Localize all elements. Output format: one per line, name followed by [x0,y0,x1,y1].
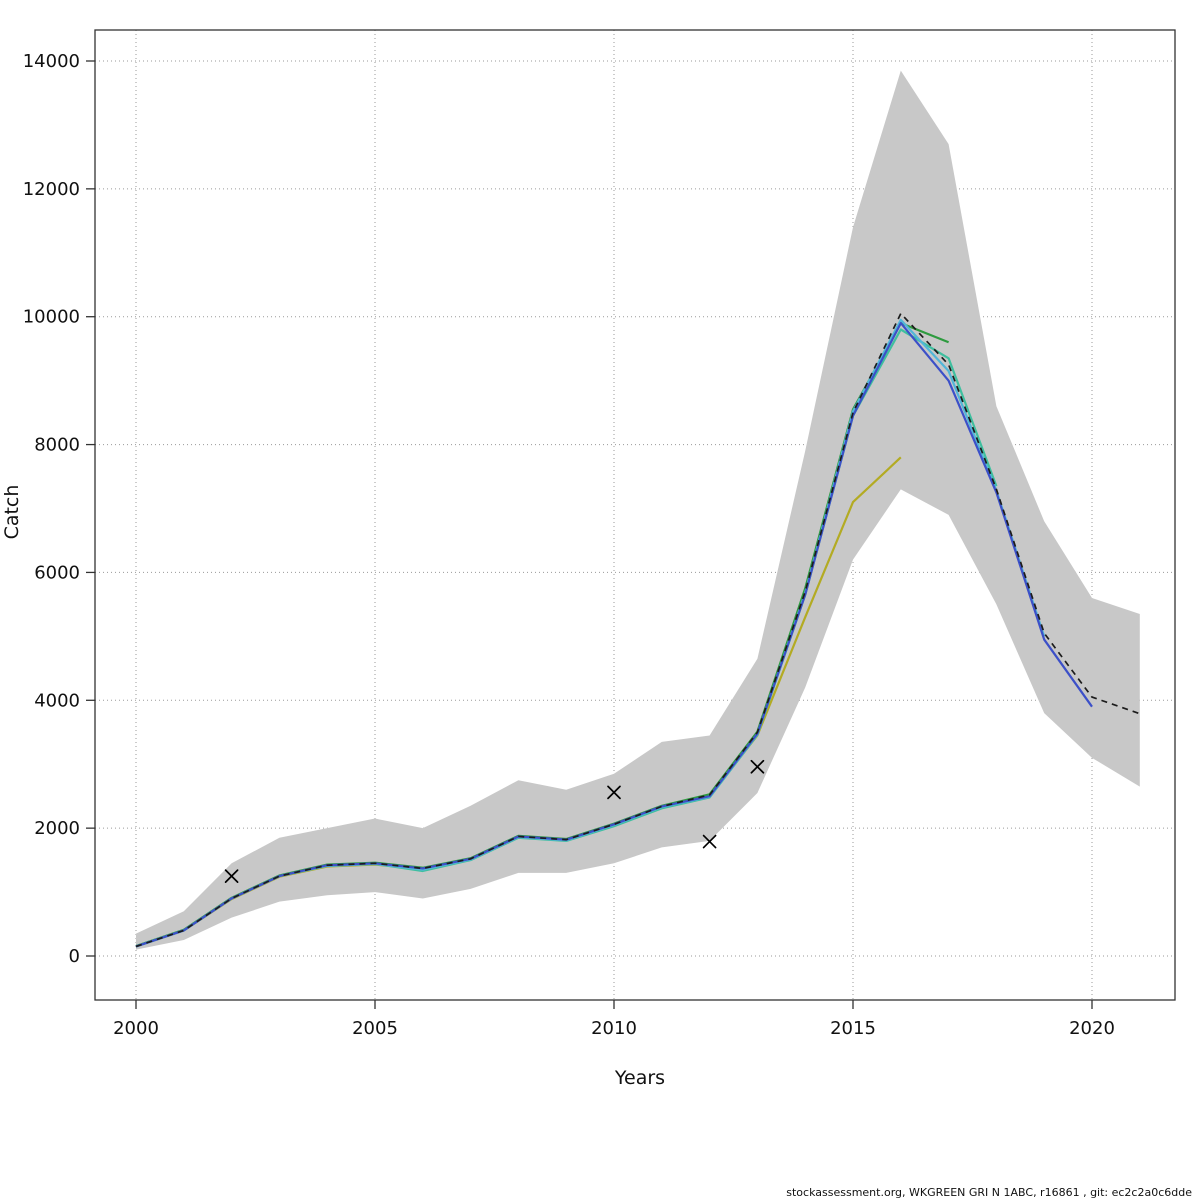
y-tick-label: 8000 [34,435,80,456]
x-tick-label: 2010 [591,1018,637,1039]
observation-x-marker [224,869,239,883]
y-axis-title: Catch [1,485,23,540]
y-tick-label: 14000 [23,51,80,72]
observation-x-marker [607,785,621,800]
observation-x-marker [702,834,717,849]
observation-x-marker [750,759,765,774]
y-tick-label: 2000 [34,818,80,839]
confidence-band [136,70,1140,950]
y-tick-label: 0 [69,946,80,967]
y-tick-label: 4000 [34,690,80,711]
footer-attribution: stockassessment.org, WKGREEN GRI N 1ABC,… [786,1186,1192,1199]
x-tick-label: 2020 [1069,1018,1115,1039]
y-tick-label: 10000 [23,307,80,328]
x-tick-label: 2000 [113,1018,159,1039]
x-tick-label: 2005 [352,1018,398,1039]
y-tick-label: 12000 [23,179,80,200]
chart-layers: 2000 2005 2010 2015 2020 0 2000 4000 6000 8000 100… [23,29,1176,1039]
plot-border [94,29,1176,1001]
x-tick-label: 2015 [830,1018,876,1039]
series-line-final-assessment-run [135,312,1141,948]
y-tick-label: 6000 [34,562,80,583]
x-axis-title: Years [614,1067,665,1089]
